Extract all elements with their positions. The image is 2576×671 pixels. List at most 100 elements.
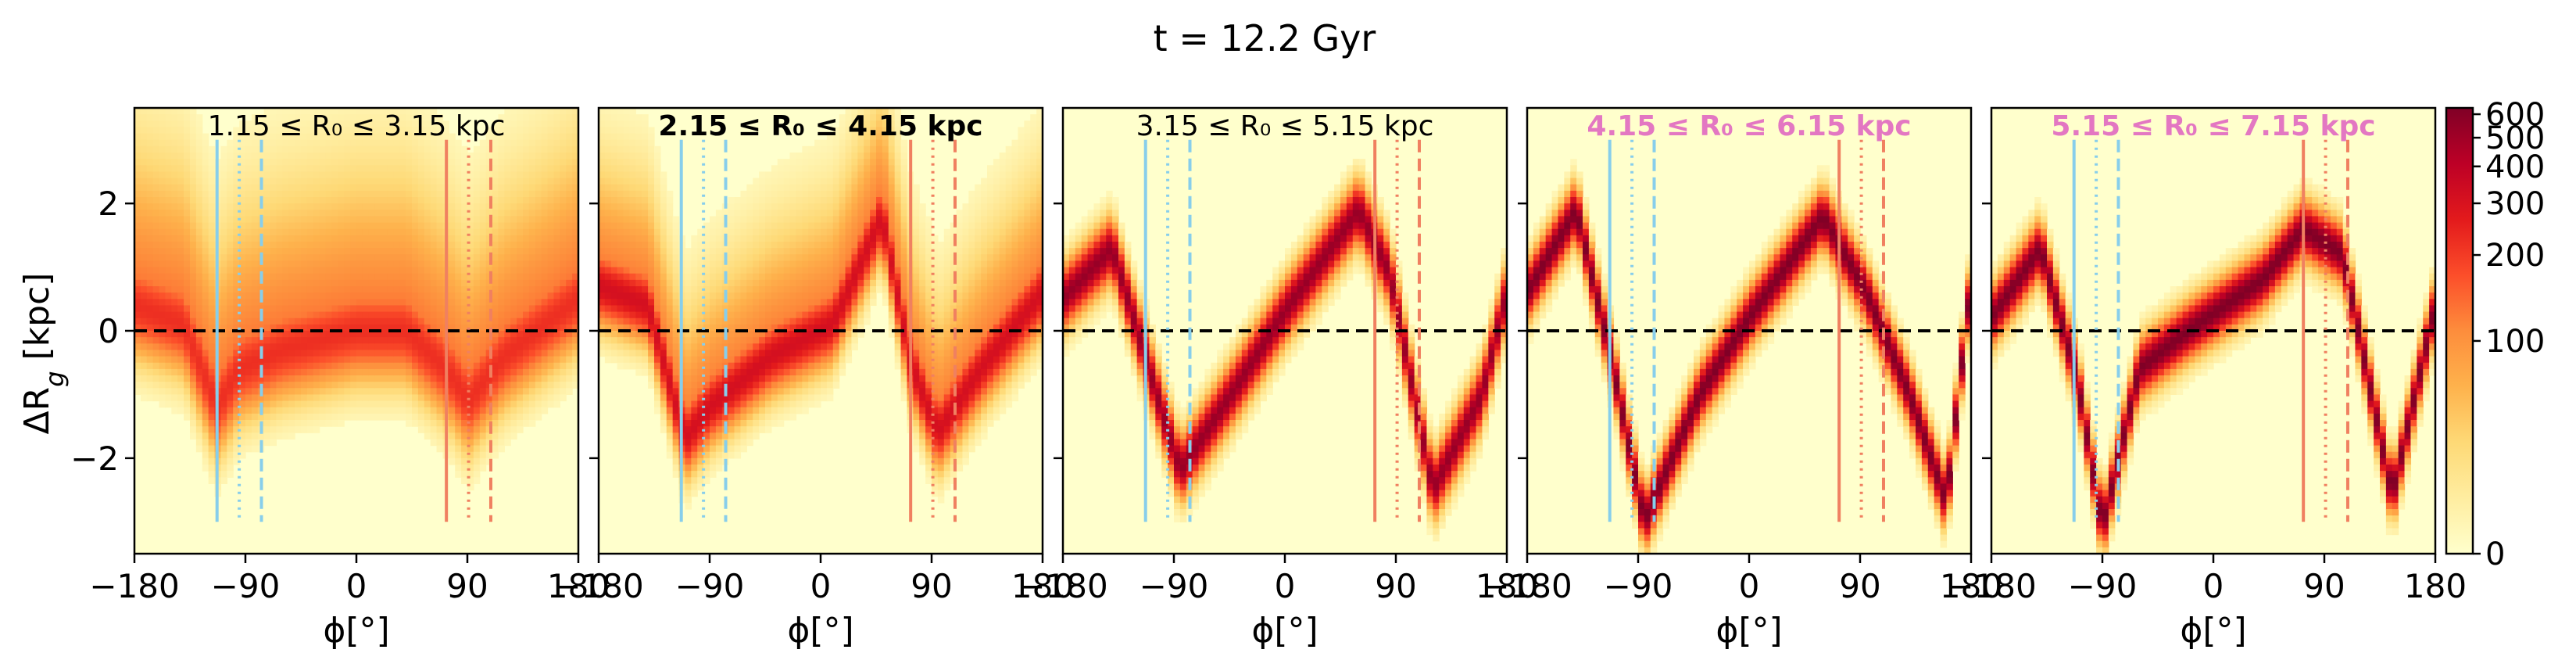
- heatmap-cell: [350, 382, 357, 389]
- heatmap-cell: [710, 375, 717, 382]
- heatmap-cell: [190, 337, 197, 344]
- heatmap-cell: [635, 171, 642, 179]
- heatmap-cell: [356, 267, 363, 274]
- heatmap-panel-1: [134, 108, 578, 554]
- heatmap-cell: [152, 248, 160, 255]
- heatmap-cell: [560, 343, 567, 351]
- heatmap-cell: [239, 388, 246, 396]
- heatmap-cell: [220, 471, 227, 478]
- heatmap-cell: [685, 451, 692, 459]
- heatmap-cell: [572, 190, 578, 198]
- heatmap-cell: [771, 216, 778, 224]
- heatmap-cell: [666, 426, 674, 433]
- heatmap-cell: [424, 279, 431, 287]
- heatmap-cell: [517, 337, 524, 344]
- heatmap-cell: [220, 324, 227, 332]
- heatmap-cell: [623, 222, 631, 230]
- heatmap-cell: [461, 210, 468, 217]
- heatmap-cell: [301, 108, 308, 115]
- heatmap-cell: [313, 375, 320, 382]
- heatmap-cell: [165, 260, 172, 268]
- heatmap-cell: [227, 165, 234, 173]
- heatmap-cell: [473, 350, 481, 357]
- heatmap-cell: [282, 133, 289, 141]
- heatmap-cell: [473, 477, 481, 485]
- heatmap-cell: [177, 362, 184, 370]
- heatmap-cell: [617, 350, 624, 357]
- heatmap-cell: [190, 400, 197, 408]
- heatmap-cell: [417, 216, 425, 224]
- heatmap-cell: [270, 350, 277, 357]
- heatmap-cell: [387, 242, 394, 249]
- heatmap-cell: [461, 426, 468, 433]
- heatmap-cell: [479, 368, 487, 376]
- heatmap-cell: [356, 350, 363, 357]
- heatmap-cell: [541, 305, 549, 313]
- heatmap-cell: [202, 139, 209, 147]
- heatmap-cell: [295, 127, 302, 135]
- heatmap-cell: [313, 394, 320, 402]
- heatmap-cell: [753, 362, 760, 370]
- heatmap-cell: [765, 228, 772, 236]
- heatmap-cell: [572, 375, 578, 382]
- heatmap-cell: [617, 152, 624, 160]
- heatmap-cell: [523, 197, 530, 204]
- heatmap-cell: [710, 471, 717, 478]
- heatmap-cell: [604, 331, 612, 338]
- heatmap-cell: [393, 242, 400, 249]
- heatmap-cell: [393, 292, 400, 300]
- heatmap-cell: [406, 159, 413, 166]
- heatmap-cell: [412, 305, 419, 313]
- heatmap-cell: [485, 451, 493, 459]
- heatmap-cell: [387, 337, 394, 344]
- heatmap-cell: [202, 292, 209, 300]
- heatmap-cell: [374, 152, 382, 160]
- heatmap-cell: [467, 222, 474, 230]
- heatmap-cell: [759, 311, 766, 319]
- heatmap-cell: [566, 337, 573, 344]
- heatmap-cell: [436, 368, 444, 376]
- heatmap-cell: [517, 267, 524, 274]
- heatmap-cell: [623, 305, 631, 313]
- heatmap-cell: [233, 331, 240, 338]
- heatmap-cell: [134, 350, 141, 357]
- heatmap-cell: [374, 331, 382, 338]
- heatmap-cell: [362, 165, 370, 173]
- y-tick-label: −2: [70, 440, 119, 478]
- heatmap-cell: [517, 114, 524, 121]
- heatmap-cell: [753, 267, 760, 274]
- heatmap-cell: [134, 228, 141, 236]
- heatmap-cell: [146, 248, 154, 255]
- heatmap-cell: [134, 356, 141, 364]
- heatmap-cell: [152, 299, 160, 307]
- heatmap-cell: [455, 413, 462, 421]
- heatmap-cell: [350, 388, 357, 396]
- heatmap-cell: [159, 171, 166, 179]
- heatmap-cell: [313, 165, 320, 173]
- heatmap-cell: [691, 273, 698, 281]
- heatmap-cell: [473, 426, 481, 433]
- heatmap-cell: [740, 356, 747, 364]
- heatmap-cell: [740, 292, 747, 300]
- heatmap-cell: [746, 248, 753, 255]
- heatmap-cell: [356, 324, 363, 332]
- heatmap-cell: [455, 375, 462, 382]
- heatmap-cell: [159, 242, 166, 249]
- heatmap-cell: [245, 413, 252, 421]
- heatmap-cell: [648, 127, 655, 135]
- heatmap-cell: [467, 216, 474, 224]
- heatmap-cell: [734, 273, 742, 281]
- heatmap-cell: [239, 426, 246, 433]
- heatmap-cell: [338, 254, 345, 262]
- heatmap-cell: [184, 286, 191, 293]
- heatmap-cell: [381, 178, 388, 185]
- heatmap-cell: [362, 375, 370, 382]
- heatmap-cell: [517, 127, 524, 135]
- heatmap-cell: [190, 120, 197, 128]
- heatmap-cell: [233, 382, 240, 389]
- heatmap-cell: [623, 279, 631, 287]
- heatmap-cell: [202, 254, 209, 262]
- heatmap-cell: [313, 343, 320, 351]
- heatmap-cell: [177, 145, 184, 153]
- heatmap-cell: [288, 228, 295, 236]
